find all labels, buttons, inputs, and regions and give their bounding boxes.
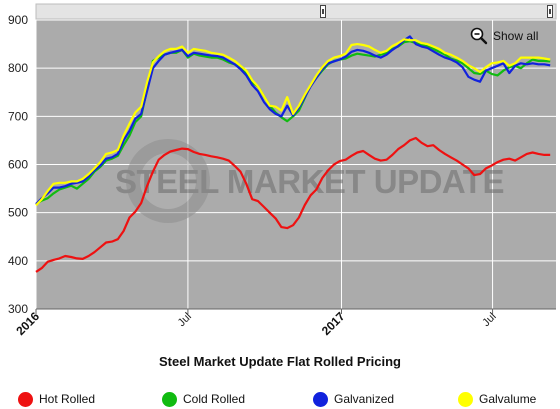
x-axis-ticks: 2016 Jul 2017 Jul (13, 309, 498, 338)
x-tick-label: Jul (176, 311, 194, 329)
zoom-out-magnifier-icon (470, 27, 488, 45)
show-all-label: Show all (493, 29, 539, 43)
show-all-button[interactable]: Show all (470, 27, 538, 45)
y-tick-label: 900 (8, 13, 28, 27)
legend-label-galvanized: Galvanized (334, 392, 395, 406)
watermark: STEEL MARKET UPDATE (115, 139, 504, 223)
series-line-galvanized[interactable] (35, 35, 551, 205)
series-line-galvalume[interactable] (35, 38, 551, 207)
x-tick-label: 2017 (319, 309, 348, 338)
legend: Hot Rolled Cold Rolled Galvanized Galval… (0, 391, 560, 407)
y-tick-label: 600 (8, 158, 28, 172)
legend-item-galvalume[interactable]: Galvalume (458, 391, 536, 407)
scrollbar-right-handle[interactable] (547, 5, 553, 18)
legend-label-hot-rolled: Hot Rolled (39, 392, 96, 406)
legend-item-hot-rolled[interactable]: Hot Rolled (18, 391, 95, 407)
legend-label-galvalume: Galvalume (479, 392, 537, 406)
legend-marker-cold-rolled (162, 391, 177, 407)
scrollbar-track[interactable] (35, 3, 557, 20)
y-tick-label: 800 (8, 61, 28, 75)
y-tick-label: 400 (8, 254, 28, 268)
legend-marker-galvanized (313, 391, 328, 407)
legend-item-cold-rolled[interactable]: Cold Rolled (162, 391, 245, 407)
y-axis-ticks: 300 400 500 600 700 800 900 (8, 13, 28, 316)
series-line-hot-rolled[interactable] (35, 136, 551, 273)
x-tick-label: Jul (480, 311, 498, 329)
legend-marker-hot-rolled (18, 391, 33, 407)
series-lines (35, 35, 551, 273)
legend-marker-galvalume (458, 391, 473, 407)
watermark-text: STEEL MARKET UPDATE (115, 163, 504, 200)
chart-title: Steel Market Update Flat Rolled Pricing (159, 354, 401, 369)
y-tick-label: 500 (8, 206, 28, 220)
scrollbar-left-handle[interactable] (320, 5, 326, 18)
legend-item-galvanized[interactable]: Galvanized (313, 391, 394, 407)
legend-label-cold-rolled: Cold Rolled (183, 392, 246, 406)
y-tick-label: 300 (8, 302, 28, 316)
y-tick-label: 700 (8, 109, 28, 123)
chart: STEEL MARKET UPDATE 300 400 500 600 700 800 90… (8, 3, 557, 338)
